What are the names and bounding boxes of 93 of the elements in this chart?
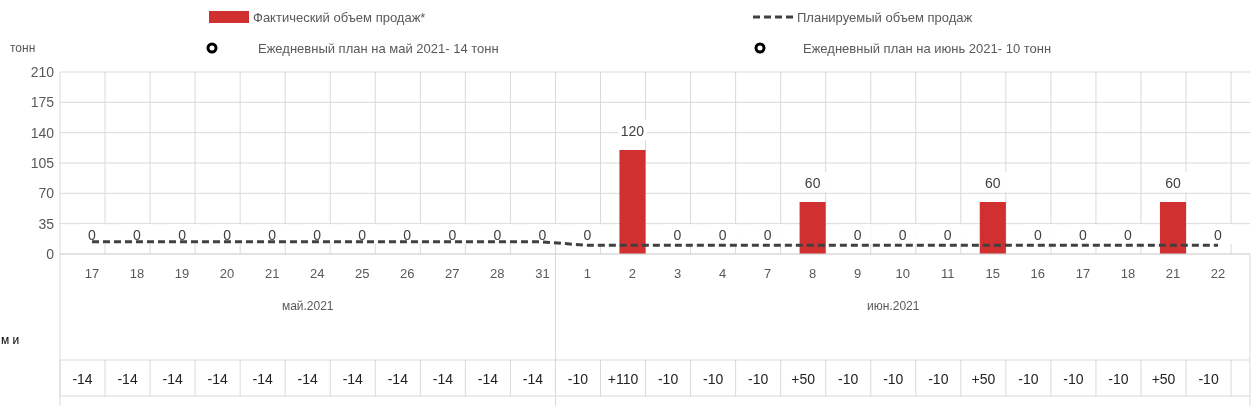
text: -10: [702, 371, 724, 387]
data-label: 0: [583, 227, 592, 243]
x-tick-label: 28: [490, 266, 505, 281]
x-tick-label: 20: [219, 266, 235, 281]
x-tick-label: 16: [1030, 266, 1046, 281]
x-tick-label: 17: [1075, 266, 1091, 281]
text: -10: [567, 371, 589, 387]
data-label: 0: [673, 227, 682, 243]
y-tick-label: 175: [30, 94, 55, 111]
x-tick-label: 8: [809, 266, 817, 281]
data-label: 0: [1214, 227, 1223, 243]
data-label: 0: [223, 227, 232, 243]
text: -14: [297, 371, 319, 387]
x-tick-label: 25: [354, 266, 370, 281]
text: -10: [1108, 371, 1129, 387]
text: -10: [1018, 371, 1039, 387]
text: -10: [657, 371, 679, 387]
text: -10: [1063, 371, 1084, 387]
x-tick-label: 27: [445, 266, 460, 281]
x-tick-label: 22: [1210, 266, 1226, 281]
x-tick-label: 31: [535, 266, 550, 281]
data-label: 0: [358, 227, 367, 243]
x-tick-label: 1: [583, 266, 592, 281]
text: -10: [838, 371, 859, 387]
text: -14: [207, 371, 228, 387]
x-tick-label: 17: [84, 266, 100, 281]
text: +110: [607, 371, 639, 387]
data-label: 0: [268, 227, 277, 243]
text: -10: [883, 371, 904, 387]
text: +50: [791, 371, 816, 387]
text: м и: [1, 333, 20, 347]
data-label: 0: [898, 227, 907, 243]
text: -14: [477, 371, 499, 387]
y-tick-label: 210: [30, 64, 55, 80]
text: -14: [522, 371, 544, 387]
x-tick-label: 21: [264, 266, 280, 281]
y-tick-label: 70: [38, 185, 55, 202]
text: +50: [971, 371, 996, 387]
text: май.2021: [281, 299, 334, 313]
text: -14: [432, 371, 454, 387]
text: июн.2021: [867, 299, 920, 313]
data-label: 0: [493, 227, 502, 243]
data-label: 0: [538, 227, 547, 243]
legend-label: Фактический объем продаж*: [253, 10, 426, 25]
text: Ежедневный план на июнь 2021- 10 тонн: [803, 41, 1052, 56]
y-tick-label: 105: [30, 155, 55, 171]
data-label: 0: [1079, 227, 1087, 243]
text: Ежедневный план на май 2021- 14 тонн: [258, 41, 499, 56]
x-tick-label: 18: [129, 266, 145, 281]
data-label: 0: [88, 227, 97, 243]
data-label: 0: [448, 227, 457, 243]
x-tick-label: 3: [673, 266, 682, 281]
text: -14: [162, 371, 183, 387]
x-tick-label: 11: [941, 266, 955, 281]
data-label: 0: [1033, 227, 1042, 243]
y-tick-label: 35: [38, 215, 55, 232]
text: -10: [1198, 371, 1219, 387]
text: -14: [342, 371, 364, 387]
x-tick-label: 18: [1120, 266, 1136, 281]
legend-label: Планируемый объем продаж: [797, 10, 973, 25]
x-tick-label: 4: [718, 266, 727, 281]
y-tick-label: 140: [30, 124, 55, 141]
data-label: 120: [620, 123, 645, 139]
x-tick-label: 19: [174, 266, 190, 281]
text: -10: [928, 371, 949, 387]
data-label: 0: [313, 227, 322, 243]
text: +50: [1151, 371, 1176, 387]
x-tick-label: 10: [895, 266, 910, 281]
data-label: 0: [403, 227, 412, 243]
data-label: 60: [804, 175, 821, 191]
x-tick-label: 15: [985, 266, 1001, 281]
x-tick-label: 21: [1165, 266, 1181, 281]
text: -14: [117, 371, 138, 387]
y-tick-label: 0: [46, 246, 55, 262]
x-tick-label: 2: [628, 266, 637, 281]
data-label: 0: [763, 227, 772, 243]
text: -10: [748, 371, 769, 387]
data-label: 60: [1165, 175, 1181, 191]
y-axis-title: тонн: [10, 41, 36, 55]
x-tick-label: 9: [854, 266, 862, 281]
data-label: 0: [943, 227, 952, 243]
data-label: 0: [718, 227, 727, 243]
text: -14: [387, 371, 409, 387]
data-label: 0: [178, 227, 187, 243]
x-tick-label: 26: [400, 266, 415, 281]
data-label: 0: [133, 227, 142, 243]
data-label: 60: [985, 175, 1001, 191]
data-label: 0: [1124, 227, 1133, 243]
data-label: 0: [853, 227, 862, 243]
text: -14: [252, 371, 274, 387]
x-tick-label: 24: [309, 266, 325, 281]
x-tick-label: 7: [763, 266, 772, 281]
text: -14: [72, 371, 93, 387]
